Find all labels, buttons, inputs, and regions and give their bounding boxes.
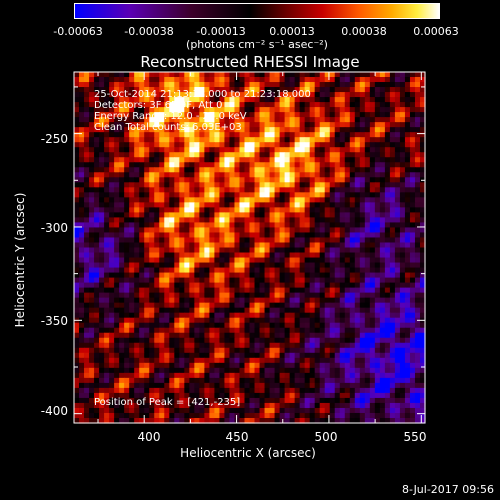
timestamp: 8-Jul-2017 09:56 <box>401 483 494 496</box>
y-tick-label: -350 <box>40 314 68 328</box>
y-tick-label: -400 <box>40 404 68 418</box>
x-tick-label: 450 <box>225 430 249 444</box>
chart-title: Reconstructed RHESSI Image <box>140 53 360 71</box>
x-tick-label: 550 <box>403 430 427 444</box>
y-tick-label: -250 <box>40 132 68 146</box>
colorbar-tick-label: 0.00038 <box>341 25 387 38</box>
colorbar-unit: (photons cm⁻² s⁻¹ asec⁻²) <box>186 38 328 51</box>
plot-frame <box>73 71 426 424</box>
colorbar <box>74 3 440 19</box>
x-tick-label: 500 <box>314 430 338 444</box>
x-axis-label: Heliocentric X (arcsec) <box>180 446 316 460</box>
colorbar-tick-label: 0.00013 <box>269 25 315 38</box>
colorbar-tick-label: -0.00013 <box>196 25 246 38</box>
heatmap-cells <box>74 72 426 424</box>
colorbar-tick-label: 0.00063 <box>413 25 459 38</box>
annotation-energy: Energy Range: 12.0 - 25.0 keV <box>94 111 247 122</box>
annotation-detectors: Detectors: 3F 6F 9F, Att 0 <box>94 100 223 111</box>
y-tick-label: -300 <box>40 221 68 235</box>
y-axis-label: Heliocentric Y (arcsec) <box>13 192 27 328</box>
annotation-peak: Position of Peak = [421,-235] <box>94 397 241 408</box>
colorbar-tick-label: -0.00038 <box>124 25 174 38</box>
annotation-method: Clean Total counts: 6.03E+03 <box>94 122 242 133</box>
annotation-time-range: 25-Oct-2014 21:13:18.000 to 21:23:18.000 <box>94 89 311 100</box>
colorbar-tick-label: -0.00063 <box>53 25 103 38</box>
x-tick-label: 400 <box>137 430 161 444</box>
